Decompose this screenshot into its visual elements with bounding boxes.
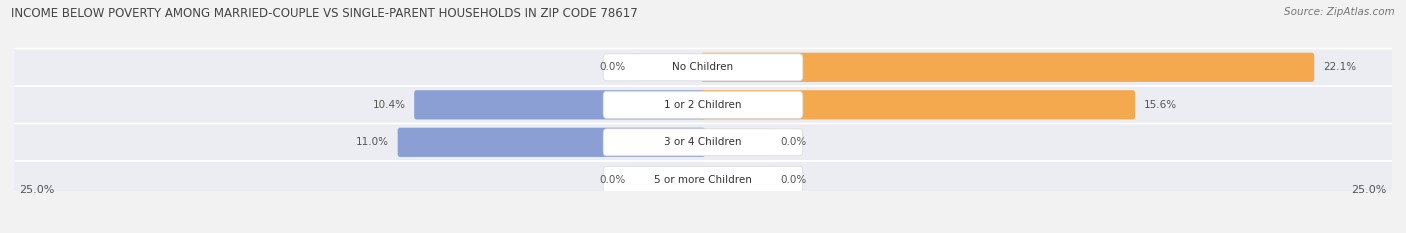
Text: No Children: No Children — [672, 62, 734, 72]
Text: 11.0%: 11.0% — [356, 137, 389, 147]
FancyBboxPatch shape — [702, 166, 773, 193]
Text: 25.0%: 25.0% — [20, 185, 55, 195]
Text: 5 or more Children: 5 or more Children — [654, 175, 752, 185]
Text: 22.1%: 22.1% — [1323, 62, 1357, 72]
FancyBboxPatch shape — [603, 166, 803, 193]
Text: 10.4%: 10.4% — [373, 100, 405, 110]
FancyBboxPatch shape — [702, 129, 773, 156]
Text: 0.0%: 0.0% — [599, 62, 626, 72]
FancyBboxPatch shape — [603, 54, 803, 81]
FancyBboxPatch shape — [6, 86, 1400, 123]
FancyBboxPatch shape — [6, 49, 1400, 86]
Text: 1 or 2 Children: 1 or 2 Children — [664, 100, 742, 110]
FancyBboxPatch shape — [398, 128, 706, 157]
Text: 15.6%: 15.6% — [1144, 100, 1177, 110]
FancyBboxPatch shape — [415, 90, 706, 120]
Text: 3 or 4 Children: 3 or 4 Children — [664, 137, 742, 147]
FancyBboxPatch shape — [6, 123, 1400, 161]
Text: Source: ZipAtlas.com: Source: ZipAtlas.com — [1284, 7, 1395, 17]
FancyBboxPatch shape — [603, 91, 803, 118]
Text: 0.0%: 0.0% — [780, 137, 807, 147]
FancyBboxPatch shape — [700, 90, 1135, 120]
FancyBboxPatch shape — [633, 166, 704, 193]
Text: INCOME BELOW POVERTY AMONG MARRIED-COUPLE VS SINGLE-PARENT HOUSEHOLDS IN ZIP COD: INCOME BELOW POVERTY AMONG MARRIED-COUPL… — [11, 7, 638, 20]
FancyBboxPatch shape — [603, 129, 803, 156]
FancyBboxPatch shape — [700, 53, 1315, 82]
Text: 25.0%: 25.0% — [1351, 185, 1386, 195]
FancyBboxPatch shape — [6, 161, 1400, 199]
Text: 0.0%: 0.0% — [780, 175, 807, 185]
Text: 0.0%: 0.0% — [599, 175, 626, 185]
FancyBboxPatch shape — [633, 54, 704, 81]
